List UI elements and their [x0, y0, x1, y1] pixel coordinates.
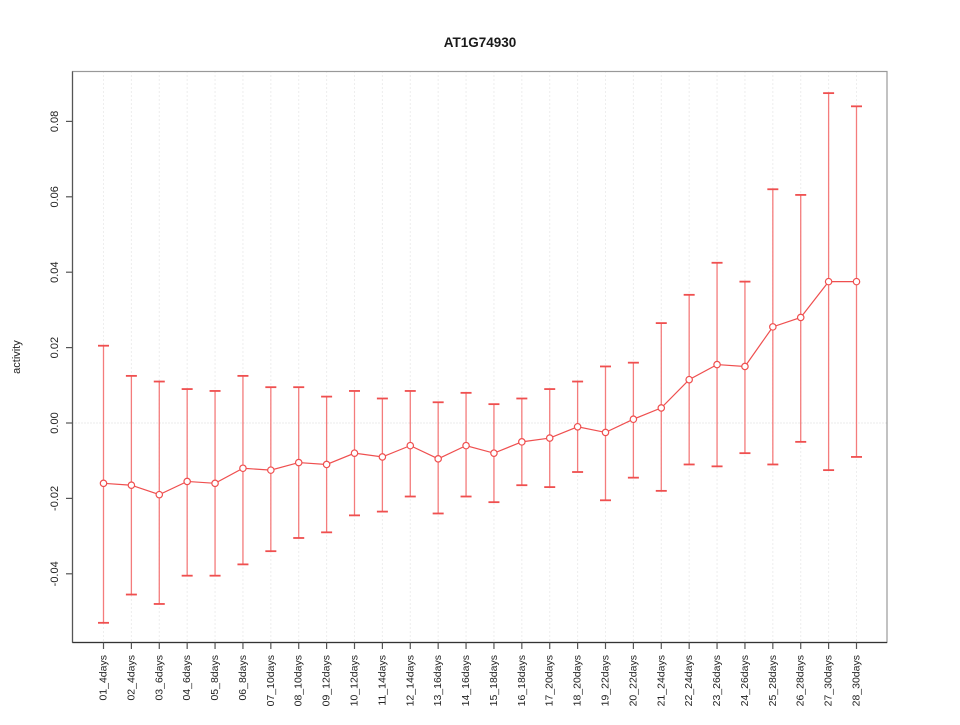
data-point	[155, 490, 164, 499]
data-point	[183, 477, 191, 486]
y-axis-label: activity	[11, 340, 23, 374]
data-point	[406, 441, 415, 450]
x-tick-label: 20_22days	[627, 655, 639, 706]
data-point	[824, 277, 833, 286]
x-tick-label: 17_20days	[544, 655, 556, 706]
x-tick-label: 22_24days	[683, 655, 695, 706]
data-point	[769, 323, 777, 331]
x-tick-label: 02_4days	[125, 655, 137, 701]
x-tick-label: 24_26days	[739, 655, 751, 706]
x-tick-label: 14_16days	[460, 655, 472, 706]
plot-box	[71, 70, 888, 644]
data-point	[573, 422, 582, 431]
x-tick-label: 03_6days	[153, 655, 165, 701]
x-tick-label: 23_26days	[711, 655, 723, 706]
x-tick-label: 16_18days	[516, 655, 528, 706]
y-tick-label: -0.04	[49, 561, 61, 586]
data-point	[796, 313, 805, 322]
data-point	[127, 481, 136, 490]
data-point	[629, 415, 638, 424]
x-tick-label: 25_28days	[767, 655, 779, 706]
x-axis: 01_4days 02_4days 03_6days 04_6days 05_8days…	[98, 642, 863, 706]
data-point	[462, 441, 470, 450]
data-point	[267, 466, 275, 474]
error-bars	[98, 92, 862, 624]
data-point	[211, 479, 219, 488]
data-point	[378, 453, 387, 461]
x-tick-label: 12_14days	[404, 655, 416, 706]
series-polyline	[103, 281, 857, 496]
y-tick-label: 0.06	[49, 186, 61, 207]
chart-title: AT1G74930	[444, 35, 517, 50]
y-axis: -0.04 -0.02 0.00 0.02 0.04 0.06 0.08	[49, 111, 73, 586]
x-tick-label: 15_18days	[488, 655, 500, 706]
data-point	[852, 277, 861, 286]
data-point	[434, 455, 442, 463]
x-tick-label: 09_12days	[321, 655, 333, 706]
data-points	[99, 277, 861, 499]
x-tick-label: 01_4days	[98, 655, 110, 701]
data-point	[657, 404, 666, 412]
data-point	[99, 479, 108, 488]
data-point	[545, 434, 554, 442]
x-tick-label: 06_8days	[237, 655, 249, 701]
data-point	[685, 375, 693, 384]
data-point	[294, 458, 303, 467]
data-point	[490, 449, 498, 457]
gridlines	[103, 71, 857, 643]
x-tick-label: 21_24days	[655, 655, 667, 706]
x-tick-label: 28_30days	[851, 655, 863, 706]
data-point	[713, 360, 721, 369]
series-line	[103, 281, 857, 496]
x-tick-label: 04_6days	[181, 655, 193, 701]
x-tick-label: 19_22days	[600, 655, 612, 706]
x-tick-label: 05_8days	[209, 655, 221, 701]
x-tick-label: 08_10days	[293, 655, 305, 706]
y-tick-label: 0.00	[49, 412, 61, 433]
data-point	[601, 428, 610, 437]
data-point	[350, 449, 359, 457]
x-tick-label: 11_14days	[376, 655, 388, 706]
data-point	[239, 464, 247, 473]
y-tick-label: -0.02	[49, 486, 61, 511]
x-tick-label: 27_30days	[823, 655, 835, 706]
x-tick-label: 26_28days	[795, 655, 807, 706]
x-tick-label: 13_16days	[432, 655, 444, 706]
x-tick-label: 07_10days	[265, 655, 277, 706]
x-tick-label: 18_20days	[572, 655, 584, 706]
data-point	[741, 362, 749, 371]
data-point	[518, 438, 526, 446]
x-tick-label: 10_12days	[349, 655, 361, 706]
y-tick-label: 0.04	[49, 261, 61, 282]
data-point	[322, 460, 331, 469]
y-tick-label: 0.08	[49, 111, 61, 132]
plot-box-border	[71, 70, 888, 644]
y-tick-label: 0.02	[49, 337, 61, 358]
